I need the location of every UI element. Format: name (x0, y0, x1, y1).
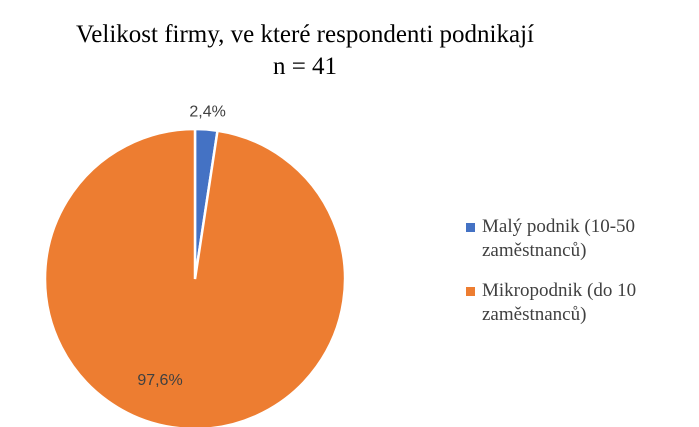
pie-slice (43, 127, 347, 427)
legend-swatch (466, 287, 475, 296)
legend-label: Malý podnik (10-50 zaměstnanců) (482, 216, 636, 261)
legend-item: Mikropodnik (do 10 zaměstnanců) (466, 279, 699, 327)
data-label: 97,6% (137, 372, 182, 389)
chart-subtitle: n = 41 (273, 53, 337, 80)
legend-label: Mikropodnik (do 10 zaměstnanců) (482, 280, 637, 325)
chart-title: Velikost firmy, ve které respondenti pod… (76, 21, 534, 48)
legend-swatch (466, 223, 475, 232)
legend-item: Malý podnik (10-50 zaměstnanců) (466, 215, 699, 263)
data-label: 2,4% (189, 104, 225, 121)
